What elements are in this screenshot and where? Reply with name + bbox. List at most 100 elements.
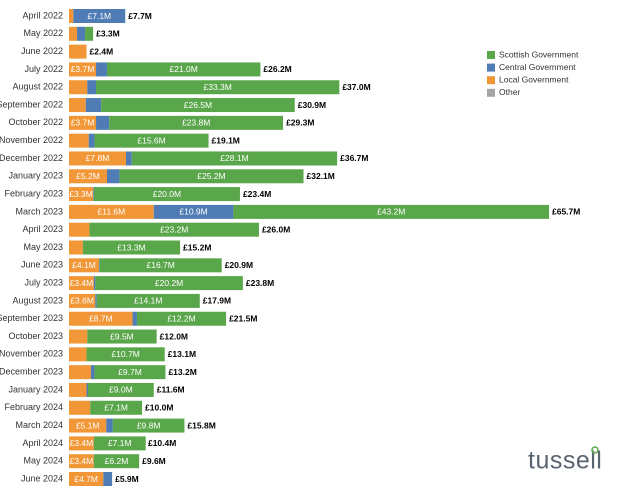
total-label: £3.3M [96,29,120,39]
bar-segment [94,133,209,148]
bar-segment [90,365,95,380]
segment-label: £14.1M [134,296,162,306]
total-label: £12.0M [160,331,188,341]
bar-segment [69,151,126,166]
bar-segment [73,9,126,23]
bar-segment [69,222,90,237]
bar-segment [69,472,104,486]
bar-segment [119,169,304,184]
bar-segment [69,347,87,362]
segment-label: £9.7M [118,367,142,377]
bar-segment [69,26,78,41]
category-label: May 2022 [23,28,63,38]
bar-segment [69,382,87,397]
bar-segment [77,26,86,41]
total-label: £10.4M [148,438,176,448]
bar-segment [90,400,143,415]
bar-segment [96,80,340,95]
bar-segment [69,9,74,23]
category-label: March 2024 [15,420,63,430]
category-label: April 2024 [22,438,63,448]
bar-segment [69,258,99,273]
bar-segment [93,187,94,202]
total-label: £30.9M [298,100,326,110]
bar-segment [69,44,87,59]
category-label: January 2024 [8,384,63,394]
total-label: £7.7M [128,11,152,21]
category-label: December 2023 [0,367,63,377]
category-label: October 2023 [8,331,63,341]
segment-label: £7.1M [88,11,112,21]
bar-segment [93,276,96,291]
bar-segment [106,418,113,433]
bar-segment [69,400,91,415]
total-label: £5.9M [115,474,139,484]
total-label: £29.3M [286,118,314,128]
bar-segment [69,418,107,433]
category-label: March 2023 [15,206,63,216]
logo-dot [591,446,599,454]
total-label: £13.1M [168,349,196,359]
bar-segment [98,258,100,273]
segment-label: £5.1M [76,420,100,430]
category-label: November 2023 [0,349,63,359]
segment-label: £3.6M [70,296,94,306]
category-label: December 2022 [0,153,63,163]
segment-label: £3.3M [69,189,93,199]
bar-segment [109,115,284,130]
bar-segment [233,204,550,219]
total-label: £23.4M [243,189,271,199]
category-label: April 2022 [22,10,63,20]
bar-segment [85,26,94,41]
segment-label: £9.8M [137,420,161,430]
category-label: July 2023 [24,277,63,287]
logo: tussell [528,447,602,475]
bar-segment [88,133,95,148]
bar-segment [69,276,94,291]
total-label: £11.6M [157,385,185,395]
legend-label: Scottish Government [499,49,579,59]
segment-label: £33.3M [203,82,231,92]
bar-segment [69,169,107,184]
bar-segment [136,311,227,326]
bar-segment [103,472,113,486]
segment-label: £4.1M [72,260,96,270]
category-label: September 2023 [0,313,63,323]
legend-label: Central Government [499,62,576,72]
category-label: July 2022 [24,64,63,74]
bar-segment [69,133,89,148]
legend-swatch [487,63,495,72]
segment-label: £20.2M [155,278,183,288]
bar-segment [89,222,259,237]
segment-label: £21.0M [170,64,198,74]
segment-label: £3.7M [71,118,95,128]
total-label: £36.7M [340,153,368,163]
legend-swatch [487,51,495,59]
total-label: £9.6M [142,456,166,466]
segment-label: £10.9M [179,207,207,217]
bar-segment [69,329,88,344]
category-label: August 2022 [12,82,63,92]
total-label: £32.1M [307,171,335,181]
category-label: June 2023 [21,260,63,270]
bar-segment [69,204,154,219]
total-label: £15.2M [183,242,211,252]
segment-label: £23.2M [160,224,188,234]
bar-segment [93,454,140,469]
bar-segment [69,80,88,95]
category-label: May 2024 [23,456,63,466]
category-label: June 2022 [21,46,63,56]
bar-segment [94,365,166,380]
bar-segment [69,62,97,77]
total-label: £19.1M [212,135,240,145]
category-label: October 2022 [8,117,63,127]
legend-label: Local Government [499,74,569,84]
bar-segment [99,258,222,273]
total-label: £2.4M [90,46,114,56]
total-label: £26.0M [262,224,290,234]
segment-label: £26.5M [184,100,212,110]
segment-label: £7.1M [108,438,132,448]
legend-swatch [487,76,495,85]
segment-label: £9.5M [110,331,134,341]
